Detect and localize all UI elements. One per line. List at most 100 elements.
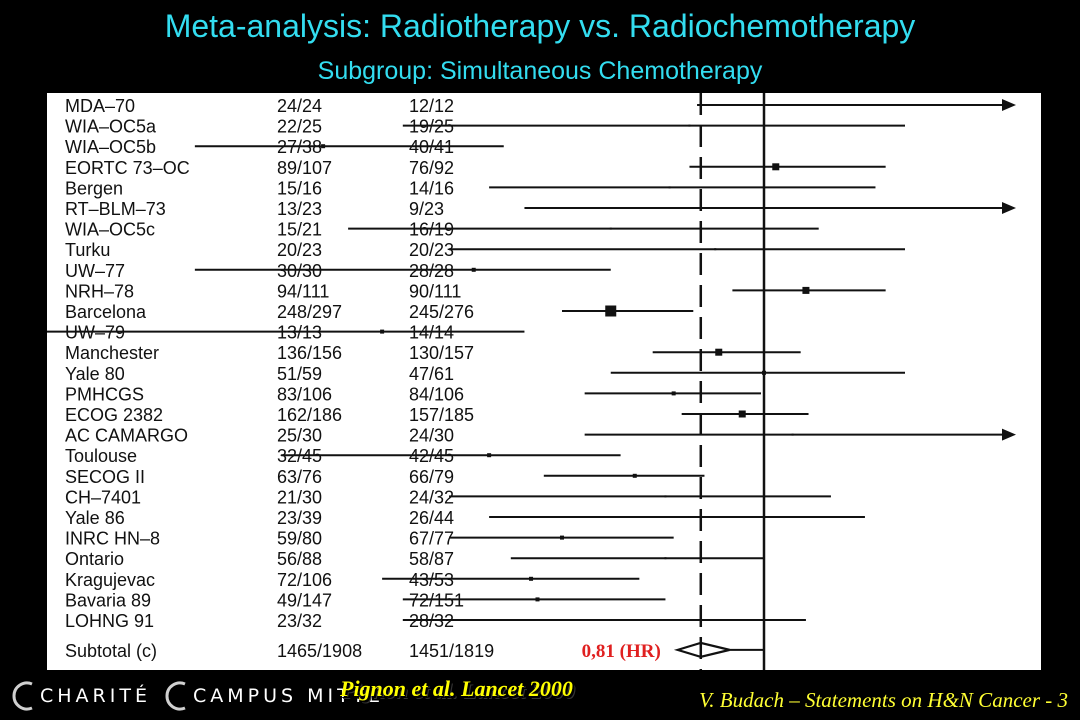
trial-name: WIA–OC5a (65, 117, 157, 137)
trial-hr-box (529, 576, 534, 581)
trial-hr-box (664, 557, 667, 560)
trial-rct-deaths: 72/151 (409, 590, 464, 610)
trial-rt-deaths: 15/21 (277, 220, 322, 240)
trial-hr-box (772, 163, 780, 171)
trial-rct-deaths: 24/32 (409, 487, 454, 507)
trial-rt-deaths: 15/16 (277, 178, 322, 198)
trial-name: CH–7401 (65, 487, 141, 507)
trial-hr-box (609, 619, 612, 621)
trial-name: Turku (65, 240, 110, 260)
trial-hr-box (632, 473, 637, 478)
charite-logo: CHARITÉ CAMPUS MITTE (8, 675, 384, 717)
trial-rct-deaths: 47/61 (409, 364, 454, 384)
trial-name: AC CAMARGO (65, 426, 188, 446)
subtotal-rct-deaths: 1451/1819 (409, 641, 494, 661)
trial-rct-deaths: 14/16 (409, 178, 454, 198)
trial-hr-box (487, 453, 492, 458)
trial-hr-box (715, 348, 723, 356)
logo-text-left: CHARITÉ (40, 685, 151, 707)
trial-hr-box (791, 433, 794, 436)
trial-name: ECOG 2382 (65, 405, 163, 425)
trial-rt-deaths: 49/147 (277, 590, 332, 610)
trial-rt-deaths: 248/297 (277, 302, 342, 322)
forest-plot-figure: MDA–70 24/24 12/12 WIA–OC5a 22/25 19/25 WIA–OC… (47, 93, 1041, 670)
trial-rct-deaths: 157/185 (409, 405, 474, 425)
trial-hr-box (671, 391, 676, 396)
forest-plot-svg: MDA–70 24/24 12/12 WIA–OC5a 22/25 19/25 WIA–OC… (47, 93, 1016, 670)
trial-name: PMHCGS (65, 384, 144, 404)
trial-name: Bergen (65, 178, 123, 198)
trial-hr-box (380, 329, 385, 334)
trial-rct-deaths: 12/12 (409, 96, 454, 116)
trial-rt-deaths: 51/59 (277, 364, 322, 384)
trial-rct-deaths: 67/77 (409, 529, 454, 549)
trial-rt-deaths: 59/80 (277, 529, 322, 549)
trial-hr-box (605, 305, 617, 317)
trial-hr-box (664, 495, 667, 498)
trial-rt-deaths: 23/32 (277, 611, 322, 631)
trial-name: Yale 86 (65, 508, 125, 528)
trial-rt-deaths: 94/111 (277, 281, 329, 301)
trial-hr-box (471, 267, 476, 272)
trial-rt-deaths: 72/106 (277, 570, 332, 590)
trial-hr-box (535, 597, 540, 602)
trial-rt-deaths: 89/107 (277, 158, 332, 178)
trial-rt-deaths: 24/24 (277, 96, 322, 116)
trial-rt-deaths: 20/23 (277, 240, 322, 260)
trial-name: SECOG II (65, 467, 145, 487)
subtotal-diamond (673, 641, 730, 659)
trial-rct-deaths: 66/79 (409, 467, 454, 487)
trial-rt-deaths: 56/88 (277, 549, 322, 569)
citation: Pignon et al. Lancet 2000 (340, 676, 573, 701)
trial-name: Bavaria 89 (65, 590, 151, 610)
trial-rct-deaths: 76/92 (409, 158, 454, 178)
trial-rct-deaths: 90/111 (409, 281, 461, 301)
trial-name: Barcelona (65, 302, 147, 322)
trial-hr-box (559, 535, 564, 540)
ci-arrow-icon (1002, 99, 1016, 111)
trial-rt-deaths: 23/39 (277, 508, 322, 528)
logo-c-left-icon (8, 678, 38, 714)
trial-rct-deaths: 24/30 (409, 426, 454, 446)
trial-name: Kragujevac (65, 570, 155, 590)
trial-hr-box (802, 286, 810, 294)
trial-name: MDA–70 (65, 96, 135, 116)
trial-rt-deaths: 13/23 (277, 199, 322, 219)
trial-rct-deaths: 26/44 (409, 508, 454, 528)
trial-rct-deaths: 20/23 (409, 240, 454, 260)
logo-c-right-icon (161, 678, 191, 714)
ci-arrow-icon (1002, 428, 1016, 441)
trial-rt-deaths: 25/30 (277, 426, 322, 446)
trial-rt-deaths: 83/106 (277, 384, 332, 404)
trial-rct-deaths: 245/276 (409, 302, 474, 322)
logo-text-right: CAMPUS MITTE (192, 685, 384, 707)
trial-name: Manchester (65, 343, 159, 363)
subtotal-rt-deaths: 1465/1908 (277, 641, 362, 661)
trial-name: Toulouse (65, 446, 137, 466)
subtotal-label: Subtotal (c) (65, 641, 157, 661)
trial-rt-deaths: 63/76 (277, 467, 322, 487)
trial-rt-deaths: 162/186 (277, 405, 342, 425)
trial-rct-deaths: 58/87 (409, 549, 454, 569)
trial-rt-deaths: 22/25 (277, 117, 322, 137)
trial-rt-deaths: 136/156 (277, 343, 342, 363)
slide-credit: V. Budach – Statements on H&N Cancer - 3 (699, 688, 1068, 712)
trial-rct-deaths: 130/157 (409, 343, 474, 363)
ci-arrow-icon (1002, 202, 1016, 214)
trial-rct-deaths: 84/106 (409, 384, 464, 404)
trial-name: WIA–OC5b (65, 137, 156, 157)
trial-name: RT–BLM–73 (65, 199, 166, 219)
trial-hr-box (321, 144, 326, 149)
slide-subtitle: Subgroup: Simultaneous Chemotherapy (317, 57, 763, 85)
trial-name: EORTC 73–OC (65, 158, 190, 178)
trial-name: Yale 80 (65, 364, 125, 384)
trial-rct-deaths: 19/25 (409, 117, 454, 137)
slide-title: Meta-analysis: Radiotherapy vs. Radioche… (164, 8, 916, 44)
trial-name: UW–77 (65, 261, 125, 281)
trial-hr-box (817, 207, 820, 209)
trial-name: INRC HN–8 (65, 529, 160, 549)
trial-hr-box (738, 410, 746, 418)
trial-hr-box (688, 124, 691, 127)
trial-name: LOHNG 91 (65, 611, 154, 631)
trial-hr-box (714, 248, 717, 251)
